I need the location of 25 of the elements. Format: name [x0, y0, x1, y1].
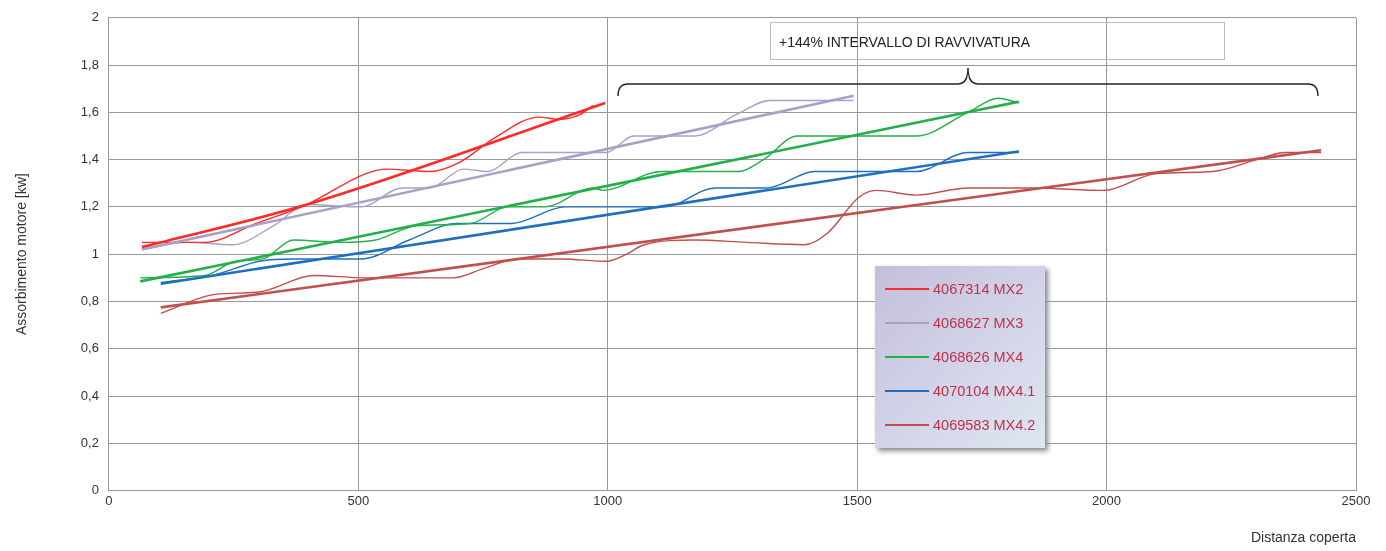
legend-label: 4069583 MX4.2 [933, 417, 1036, 433]
y-tick-label: 2 [91, 9, 99, 25]
y-tick-label: 0,2 [80, 434, 99, 450]
x-axis-title: Distanza coperta [1250, 529, 1357, 546]
legend-label: 4068626 MX4 [933, 349, 1024, 365]
y-tick-label: 0,4 [80, 387, 99, 403]
y-tick-label: 1,8 [80, 56, 99, 72]
x-tick-label: 500 [347, 492, 370, 508]
legend-label: 4068627 MX3 [933, 315, 1024, 331]
y-tick-label: 1 [91, 245, 99, 261]
y-tick-label: 1,2 [80, 198, 99, 214]
x-tick-label: 2000 [1092, 492, 1122, 508]
y-tick-label: 0,6 [80, 340, 99, 356]
y-tick-label: 1,6 [80, 103, 99, 119]
x-tick-label: 0 [105, 492, 113, 508]
y-axis-title: Assorbimento motore [kw] [13, 173, 30, 336]
x-tick-label: 1000 [593, 492, 623, 508]
y-tick-label: 0 [91, 482, 99, 498]
legend-label: 4070104 MX4.1 [933, 383, 1036, 399]
x-tick-label: 1500 [842, 492, 872, 508]
y-tick-label: 1,4 [80, 151, 99, 167]
annotation: +144% INTERVALLO DI RAVVIVATURA [770, 22, 1225, 60]
x-tick-label: 2500 [1341, 492, 1371, 508]
legend-label: 4067314 MX2 [933, 281, 1024, 297]
y-tick-label: 0,8 [80, 293, 99, 309]
